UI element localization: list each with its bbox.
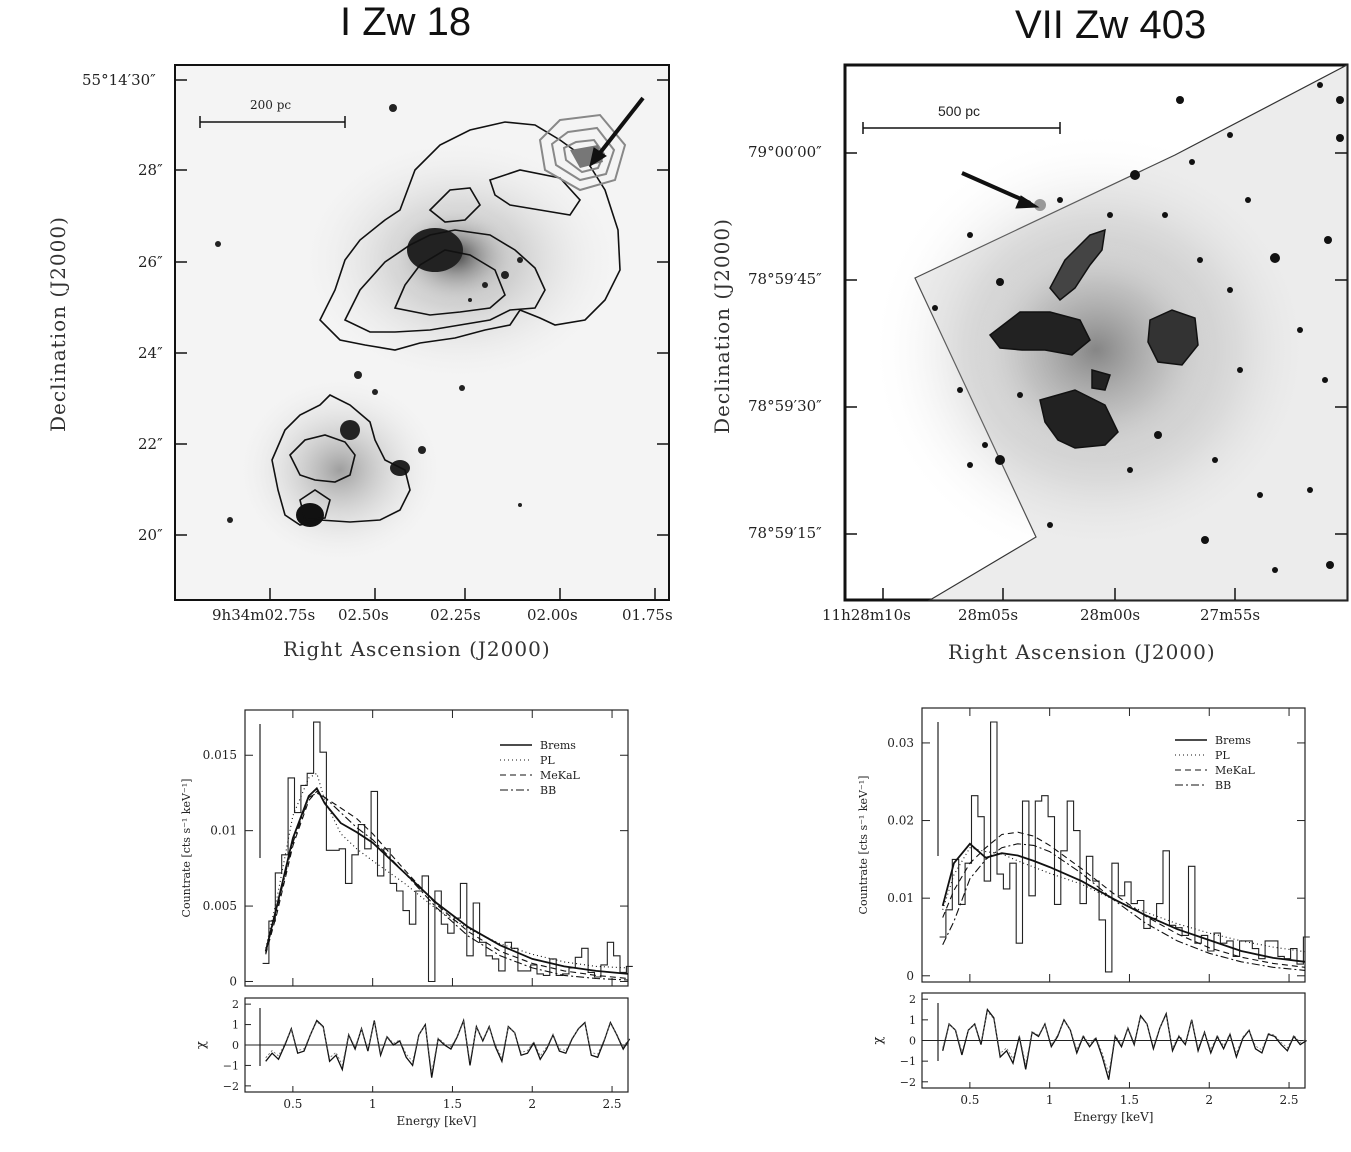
- legend-label: MeKaL: [540, 769, 581, 782]
- izw18-ra-tick: 9h34m02.75s: [212, 606, 316, 624]
- viizw403-contours: [988, 228, 1199, 449]
- resid-y-tick-label: 0: [232, 1039, 239, 1052]
- resid-y-axis-label: χ: [871, 1036, 886, 1044]
- legend-label: BB: [1215, 779, 1231, 792]
- resid-y-tick-label: −2: [223, 1080, 239, 1093]
- izw18-contours-upper: [319, 121, 621, 351]
- viizw403-dec-tick: 79°00′00″: [748, 143, 822, 161]
- data-histogram: [262, 721, 633, 983]
- y-tick-label: 0.015: [203, 748, 237, 762]
- model-curve-pl: [265, 772, 629, 969]
- model-curve-mekal: [942, 831, 1306, 968]
- izw18-stars: [215, 104, 523, 523]
- izw18-ra-tick: 02.50s: [338, 606, 389, 624]
- izw18-scale-bar: [199, 116, 346, 128]
- y-axis-label: Countrate [cts s⁻¹ keV⁻¹]: [857, 776, 870, 915]
- viizw403-ra-tick: 11h28m10s: [822, 606, 911, 624]
- x-axis-label: Energy [keV]: [396, 1114, 476, 1128]
- viizw403-title: VII Zw 403: [1015, 3, 1207, 47]
- izw18-dec-tick: 24″: [138, 344, 163, 362]
- viizw403-ra-tick: 28m00s: [1080, 606, 1141, 624]
- model-curve-brems: [264, 786, 629, 975]
- model-curve-bb: [942, 843, 1306, 971]
- x-tick-label: 2: [1205, 1093, 1213, 1107]
- x-tick-label: 1: [1046, 1093, 1054, 1107]
- viizw403-image-panel: [843, 63, 1349, 602]
- izw18-ylabel: Declination (J2000): [46, 216, 70, 432]
- y-tick-label: 0: [906, 969, 914, 983]
- resid-y-tick-label: 1: [909, 1014, 916, 1027]
- legend-label: PL: [1215, 749, 1230, 762]
- legend-label: Brems: [540, 739, 576, 752]
- residual-curve-alt: [942, 1010, 1307, 1074]
- x-tick-label: 0.5: [283, 1097, 302, 1111]
- viizw403-dec-tick: 78°59′45″: [748, 270, 822, 288]
- model-curve-brems: [941, 842, 1306, 963]
- model-curve-pl: [942, 847, 1306, 953]
- x-tick-label: 1: [369, 1097, 377, 1111]
- legend-label: Brems: [1215, 734, 1251, 747]
- izw18-contours-lower: [271, 394, 411, 526]
- resid-y-tick-label: 1: [232, 1019, 239, 1032]
- y-tick-label: 0.005: [203, 899, 237, 913]
- model-curve-mekal: [265, 790, 629, 980]
- main-plot-frame: [921, 707, 1306, 983]
- viizw403-arrow-icon: [961, 171, 1040, 209]
- main-plot-frame: [244, 709, 629, 987]
- x-tick-label: 2: [528, 1097, 536, 1111]
- viizw403-ra-tick: 28m05s: [958, 606, 1019, 624]
- izw18-arrow-icon: [589, 96, 645, 168]
- spectrum-izw18: 0 0.005 0.01 0.015 0.5 1 1.5 2 2.5 −2 −1 0 1 2 Brems PL…: [180, 709, 633, 1128]
- y-axis-label: Countrate [cts s⁻¹ keV⁻¹]: [180, 779, 193, 918]
- viizw403-scale-label: 500 pc: [938, 103, 981, 119]
- izw18-scale-label: 200 pc: [250, 98, 292, 112]
- izw18-dec-tick: 22″: [138, 435, 163, 453]
- resid-y-tick-label: −2: [900, 1076, 916, 1089]
- izw18-dec-tick: 20″: [138, 526, 163, 544]
- izw18-image-panel: [174, 64, 670, 601]
- legend-label: PL: [540, 754, 555, 767]
- x-tick-label: 2.5: [1279, 1093, 1298, 1107]
- residual-curve: [265, 1017, 631, 1078]
- y-tick-label: 0.01: [887, 891, 914, 905]
- spectrum-viizw403: 0 0.01 0.02 0.03 0.5 1 1.5 2 2.5 −2 −1 0 1 2 Brems PL Me…: [857, 707, 1310, 1124]
- x-axis-label: Energy [keV]: [1073, 1110, 1153, 1124]
- izw18-xlabel: Right Ascension (J2000): [283, 637, 551, 661]
- resid-y-tick-label: 2: [232, 998, 239, 1011]
- legend-label: MeKaL: [1215, 764, 1256, 777]
- viizw403-dec-tick: 78°59′15″: [748, 524, 822, 542]
- x-tick-label: 1.5: [443, 1097, 462, 1111]
- izw18-dec-tick: 26″: [138, 253, 163, 271]
- resid-y-tick-label: 2: [909, 993, 916, 1006]
- y-tick-label: 0.01: [210, 824, 237, 838]
- y-tick-label: 0: [229, 974, 237, 988]
- izw18-ra-tick: 02.25s: [430, 606, 481, 624]
- x-tick-label: 1.5: [1120, 1093, 1139, 1107]
- resid-y-tick-label: −1: [223, 1059, 239, 1072]
- residual-curve-alt: [265, 1020, 630, 1073]
- x-tick-label: 0.5: [960, 1093, 979, 1107]
- izw18-title: I Zw 18: [340, 0, 472, 44]
- izw18-ra-tick: 02.00s: [527, 606, 578, 624]
- viizw403-dec-tick: 78°59′30″: [748, 397, 822, 415]
- y-tick-label: 0.03: [887, 736, 914, 750]
- residual-curve: [942, 1007, 1307, 1080]
- resid-y-axis-label: χ: [194, 1041, 209, 1049]
- model-curve-bb: [265, 792, 629, 981]
- resid-y-tick-label: 0: [909, 1035, 916, 1048]
- viizw403-ra-tick: 27m55s: [1200, 606, 1261, 624]
- viizw403-xlabel: Right Ascension (J2000): [948, 640, 1216, 664]
- viizw403-ylabel: Declination (J2000): [710, 218, 734, 434]
- legend-label: BB: [540, 784, 556, 797]
- izw18-ra-tick: 01.75s: [622, 606, 673, 624]
- izw18-xray-contours: [538, 113, 627, 192]
- data-histogram: [939, 721, 1310, 973]
- resid-y-tick-label: −1: [900, 1055, 916, 1068]
- viizw403-scale-bar: [862, 122, 1061, 134]
- y-tick-label: 0.02: [887, 814, 914, 828]
- izw18-dec-tick: 55°14′30″: [82, 71, 156, 89]
- izw18-dec-tick: 28″: [138, 161, 163, 179]
- x-tick-label: 2.5: [602, 1097, 621, 1111]
